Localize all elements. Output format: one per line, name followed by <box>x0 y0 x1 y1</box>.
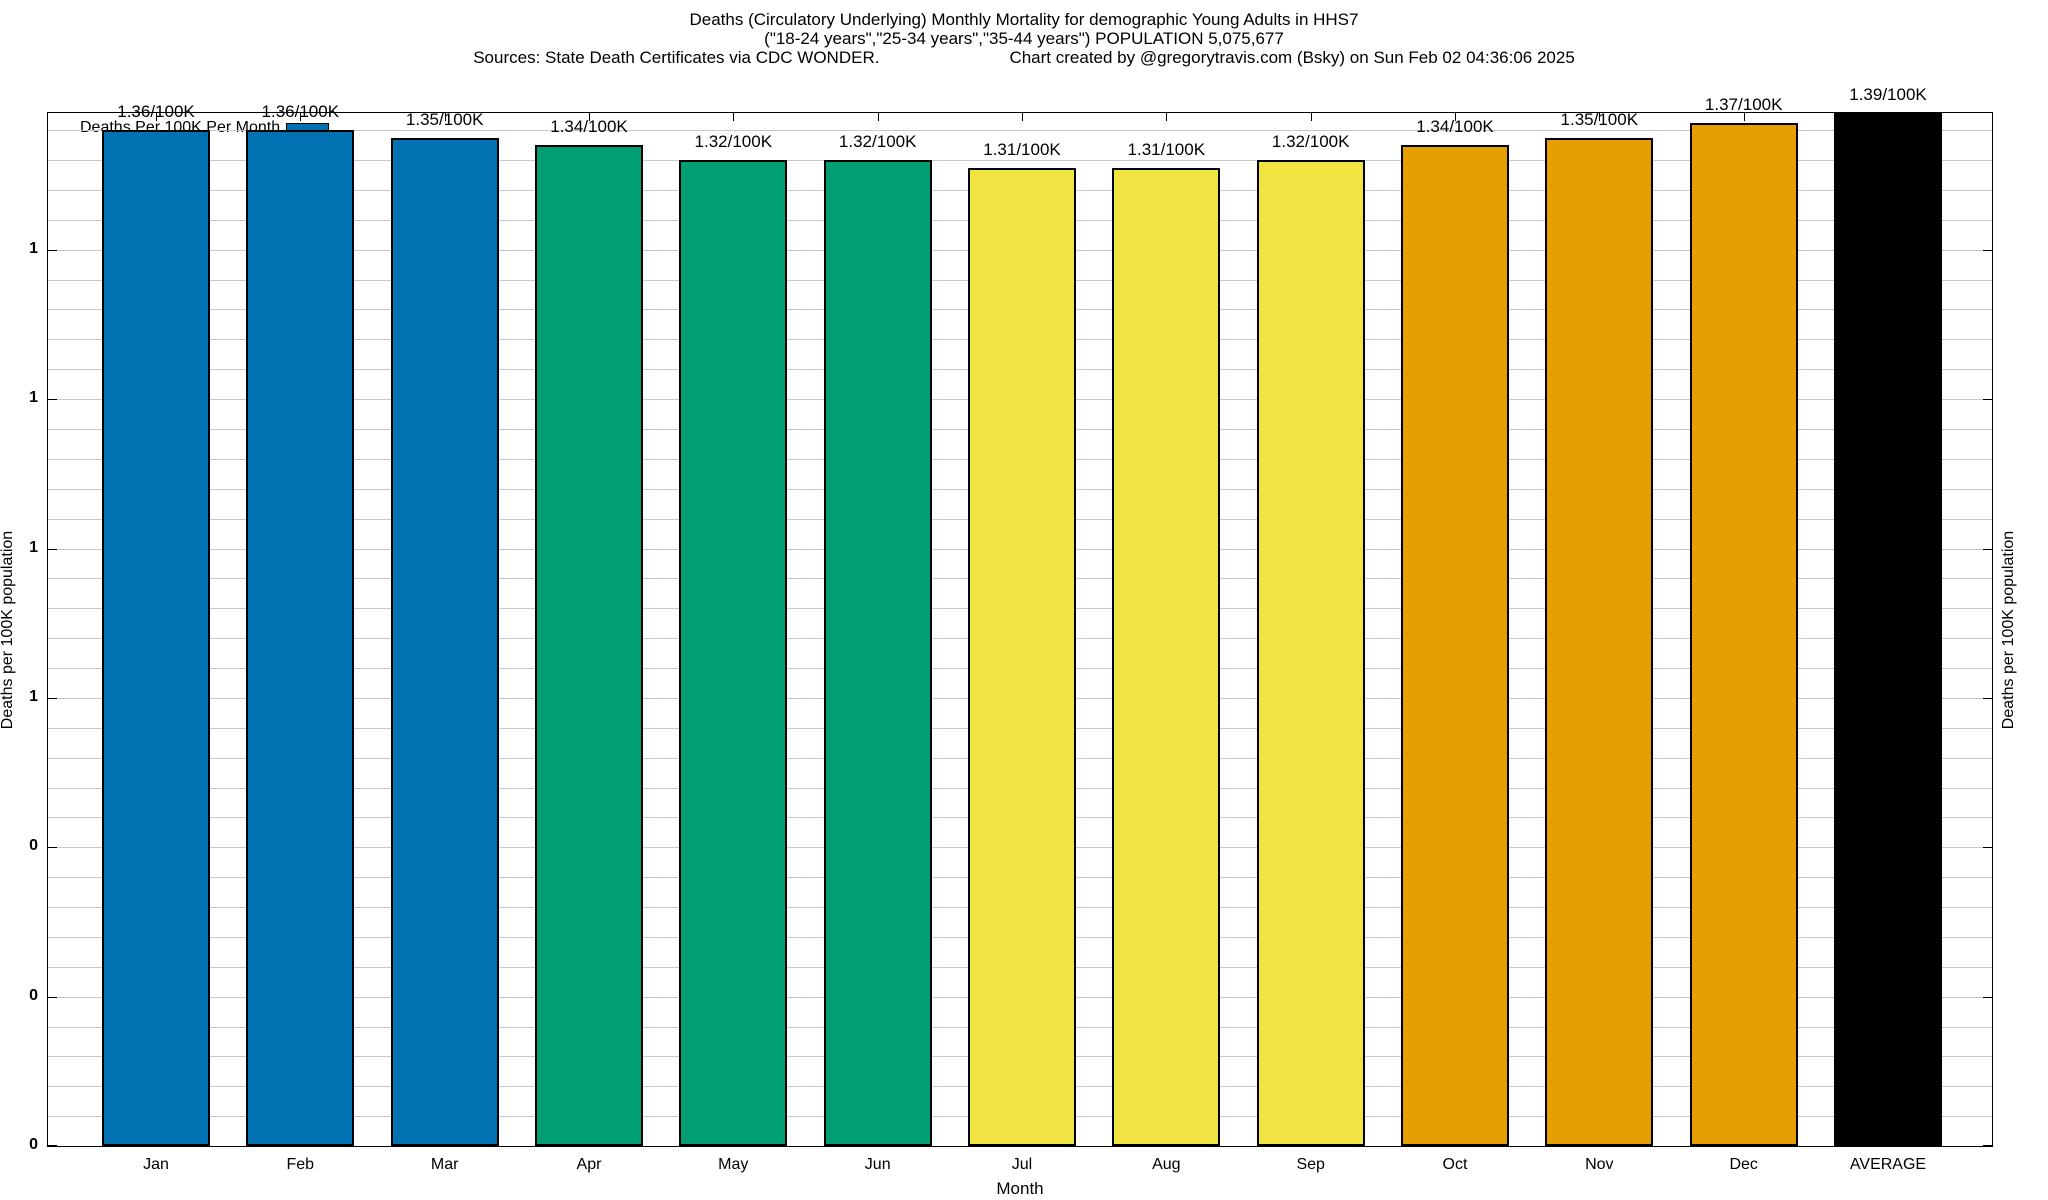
bar-value-label: 1.36/100K <box>261 102 340 122</box>
y-tick-left <box>48 847 57 849</box>
x-category-label-dec: Dec <box>1729 1156 1758 1173</box>
y-axis-title-right: Deaths per 100K population <box>2000 530 2017 730</box>
y-tick-label: 1 <box>29 687 38 705</box>
x-category-label-oct: Oct <box>1442 1156 1468 1173</box>
y-tick-left <box>48 697 57 699</box>
bar-oct <box>1401 145 1509 1146</box>
x-tick-top <box>1455 113 1456 121</box>
y-tick-right <box>1983 249 1992 251</box>
x-tick-top <box>1166 113 1168 121</box>
x-category-label-apr: Apr <box>576 1156 602 1173</box>
y-tick-right <box>1983 548 1992 550</box>
x-tick-top <box>733 113 735 121</box>
bar-value-label: 1.34/100K <box>550 117 628 137</box>
y-tick-right <box>1983 847 1992 849</box>
bar-sep <box>1256 160 1365 1146</box>
y-tick-label: 0 <box>29 1136 38 1153</box>
plot-area: Deaths Per 100K Per Month 1.36/100K 1.36/… <box>47 85 1993 1147</box>
x-tick-top <box>300 113 302 121</box>
bar-value-label: 1.34/100K <box>1416 117 1494 137</box>
bar-value-label: 1.32/100K <box>694 132 773 152</box>
bar-mar <box>390 137 499 1146</box>
bar-aug <box>1112 167 1221 1146</box>
x-category-label-aug: Aug <box>1152 1156 1181 1173</box>
bar-jul <box>968 167 1076 1146</box>
x-category-label-nov: Nov <box>1585 1156 1614 1173</box>
x-tick-top <box>444 113 446 121</box>
chart-sources: Sources: State Death Certificates via CD… <box>473 48 880 67</box>
y-tick-label: 0 <box>29 986 38 1004</box>
x-category-label-may: May <box>718 1156 749 1173</box>
bar-jun <box>823 160 932 1146</box>
bar-dec <box>1689 122 1798 1146</box>
x-category-label-feb: Feb <box>286 1156 315 1173</box>
y-tick-left <box>48 1145 57 1146</box>
bar-feb <box>246 130 355 1146</box>
y-tick-right <box>1983 1145 1992 1146</box>
y-tick-right <box>1983 399 1992 401</box>
gridline <box>48 130 1992 132</box>
y-tick-label: 1 <box>29 389 38 407</box>
x-axis-title: Month <box>996 1179 1044 1198</box>
x-category-label-mar: Mar <box>430 1156 459 1173</box>
x-tick-top <box>1310 113 1312 121</box>
x-category-label-jul: Jul <box>1011 1156 1033 1173</box>
y-tick-right <box>1983 996 1992 998</box>
y-tick-label: 0 <box>29 837 38 855</box>
bar-nov <box>1545 137 1654 1146</box>
bar-value-label: 1.31/100K <box>983 139 1061 159</box>
chart-credit: Chart created by @gregorytravis.com (Bsk… <box>1009 48 1575 67</box>
bar-value-label: 1.37/100K <box>1704 94 1783 114</box>
y-tick-left <box>48 996 57 998</box>
y-tick-right <box>1983 697 1992 699</box>
x-category-label-sep: Sep <box>1296 1156 1325 1173</box>
bar-value-label: 1.32/100K <box>838 132 917 152</box>
x-tick-top <box>1022 113 1023 121</box>
x-tick-top <box>877 113 879 121</box>
chart-caption-row: Sources: State Death Certificates via CD… <box>0 48 2048 67</box>
y-tick-left <box>48 249 57 251</box>
x-category-label-jun: Jun <box>864 1156 891 1173</box>
bar-value-label: 1.36/100K <box>117 102 195 122</box>
chart-subtitle: ("18-24 years","25-34 years","35-44 year… <box>764 29 1284 48</box>
x-tick-top <box>1599 113 1601 121</box>
bar-value-label: 1.39/100K <box>1849 85 1927 104</box>
x-category-label-average: AVERAGE <box>1849 1156 1927 1173</box>
x-tick-top <box>1888 113 1889 121</box>
bar-apr <box>535 145 643 1146</box>
y-tick-label: 1 <box>29 239 38 257</box>
gridline <box>48 160 1992 162</box>
x-category-label-jan: Jan <box>143 1156 169 1173</box>
bar-average <box>1834 113 1942 1146</box>
bar-may <box>679 160 788 1146</box>
y-tick-left <box>48 399 57 401</box>
y-tick-label: 1 <box>29 538 38 556</box>
y-tick-left <box>48 548 57 550</box>
chart-title: Deaths (Circulatory Underlying) Monthly … <box>689 10 1359 29</box>
x-tick-top <box>156 113 157 121</box>
x-tick-top <box>1743 113 1745 121</box>
bar-jan <box>102 130 210 1146</box>
bar-value-label: 1.32/100K <box>1271 132 1350 152</box>
x-tick-top <box>589 113 590 121</box>
chart-header: Deaths (Circulatory Underlying) Monthly … <box>0 10 2048 67</box>
bar-value-label: 1.31/100K <box>1127 139 1206 159</box>
